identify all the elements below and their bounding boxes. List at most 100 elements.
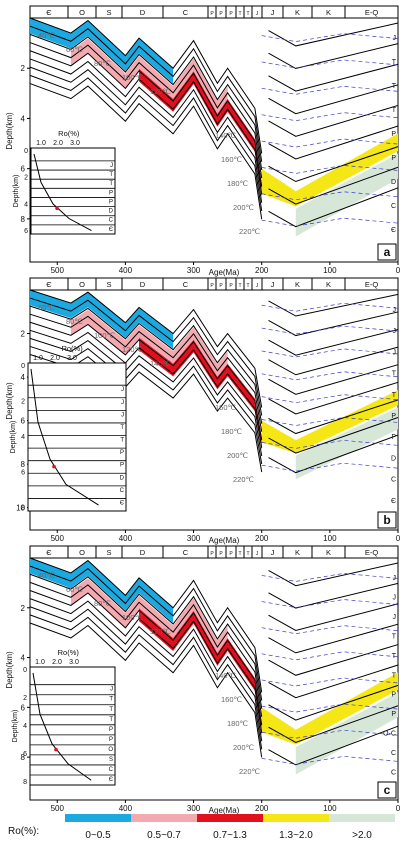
legend-swatch: [65, 814, 131, 822]
inset-strat-label: P: [120, 450, 124, 456]
period-label: T: [246, 283, 249, 289]
inset-strat-label: T: [109, 697, 113, 703]
post-jurassic-line: [268, 125, 399, 160]
age-axis-label: Age(Ma): [209, 806, 240, 815]
inset-y-tick: 8: [21, 505, 25, 512]
isotherm-label: 100℃: [122, 613, 144, 622]
period-label: S: [106, 548, 111, 557]
isotherm-label: 100℃: [94, 331, 116, 340]
strat-label: T: [392, 653, 397, 660]
age-tick-label: 500: [51, 266, 65, 275]
depth-axis-label: Depth(km): [5, 112, 14, 150]
isotherm: [261, 625, 399, 635]
inset-strat-label: D: [120, 475, 125, 481]
burial-line: [29, 329, 263, 448]
burial-line: [29, 345, 263, 465]
isotherm-label: 100℃: [122, 73, 144, 82]
age-tick-label: 0: [396, 534, 401, 543]
period-label: P: [229, 551, 233, 557]
period-label: K: [326, 280, 331, 289]
panel-a: Є O S D C P P P T T J J K K E-QJTTTPPDCЄ40℃60℃80℃100℃1…: [5, 5, 401, 277]
isotherm-label: 60℃: [66, 45, 83, 54]
age-tick-label: 200: [255, 534, 269, 543]
isotherm: [261, 756, 399, 765]
strat-label: P: [391, 711, 396, 718]
inset-x-tick: 3.0: [70, 140, 80, 147]
period-label: Є: [46, 548, 52, 557]
period-label: E-Q: [365, 280, 379, 289]
inset-y-tick: 2: [24, 175, 28, 182]
post-jurassic-line: [268, 664, 399, 699]
period-label: S: [106, 8, 111, 17]
strat-label: J: [393, 575, 397, 582]
legend-range: 0.7~1.3: [213, 830, 247, 841]
post-jurassic-line: [268, 146, 399, 183]
period-label: P: [210, 11, 214, 17]
period-label: K: [295, 280, 300, 289]
inset-strat-label: T: [109, 717, 113, 723]
isotherm-label: 160℃: [221, 155, 243, 164]
age-tick-label: 300: [187, 266, 201, 275]
isotherm-label: 220℃: [233, 475, 255, 484]
isotherm: [261, 59, 399, 69]
inset-x-tick: 1.0: [33, 355, 43, 362]
inset-x-label: Ro(%): [61, 344, 83, 353]
age-tick-label: 500: [51, 804, 65, 813]
isotherm-label: 180℃: [221, 427, 243, 436]
period-label: K: [295, 8, 300, 17]
isotherm: [261, 462, 399, 472]
inset-strat-label: J: [110, 687, 113, 693]
strat-label: T: [392, 392, 397, 399]
strat-label: T: [392, 83, 397, 90]
strat-label: P: [391, 434, 396, 441]
depth-tick-label: 2: [21, 604, 26, 613]
inset-y-label: Depth(km): [10, 421, 17, 454]
period-label: T: [246, 551, 249, 557]
isotherm: [261, 677, 399, 687]
isotherm: [261, 325, 399, 335]
inset-y-tick: 4: [21, 434, 25, 441]
isotherm-label: 80℃: [66, 317, 83, 326]
isotherm-label: 160℃: [221, 695, 243, 704]
inset-strat-label: C: [109, 767, 114, 773]
strat-label: D: [391, 455, 396, 462]
burial-line: [29, 17, 263, 154]
inset-strat-label: T: [120, 425, 124, 431]
inset-y-label: Depth(km): [12, 710, 19, 743]
post-jurassic-line: [268, 329, 399, 356]
post-jurassic-line: [268, 705, 399, 744]
legend-range: 0~0.5: [85, 830, 111, 841]
depth-tick-label: 6: [21, 703, 26, 712]
burial-line: [29, 25, 263, 162]
isotherm-label: 180℃: [227, 179, 249, 188]
inset-x-tick: 2.0: [53, 140, 63, 147]
strat-label: J: [393, 35, 397, 42]
isotherm: [261, 191, 399, 201]
period-label: O: [79, 8, 85, 17]
depth-tick-label: 6: [21, 417, 26, 426]
ro-band-gt-2.0: [295, 407, 398, 480]
post-jurassic-line: [268, 104, 399, 137]
inset-strat-label: P: [109, 190, 113, 196]
ro-band-0-0.5: [30, 18, 174, 84]
inset-strat-label: P: [120, 463, 124, 469]
burial-line: [29, 50, 263, 187]
post-jurassic-line: [268, 399, 399, 435]
burial-line: [29, 590, 263, 725]
inset-x-label: Ro(%): [58, 648, 80, 657]
isotherm: [261, 302, 399, 312]
inset-x-tick: 1.0: [35, 659, 45, 666]
ro-band-0.5-0.7: [70, 38, 228, 117]
legend-swatch: [131, 814, 197, 822]
period-label: P: [219, 551, 223, 557]
inset-x-tick: 3.0: [67, 355, 77, 362]
isotherm-label: 220℃: [239, 227, 261, 236]
strat-label: O-C: [383, 731, 396, 738]
inset-y-tick: 4: [24, 201, 28, 208]
inset-y-tick: 6: [24, 228, 28, 235]
isotherm-label: 80℃: [94, 599, 111, 608]
ro-sample-point: [54, 747, 58, 752]
isotherm: [261, 348, 399, 358]
inset-x-tick: 2.0: [50, 355, 60, 362]
